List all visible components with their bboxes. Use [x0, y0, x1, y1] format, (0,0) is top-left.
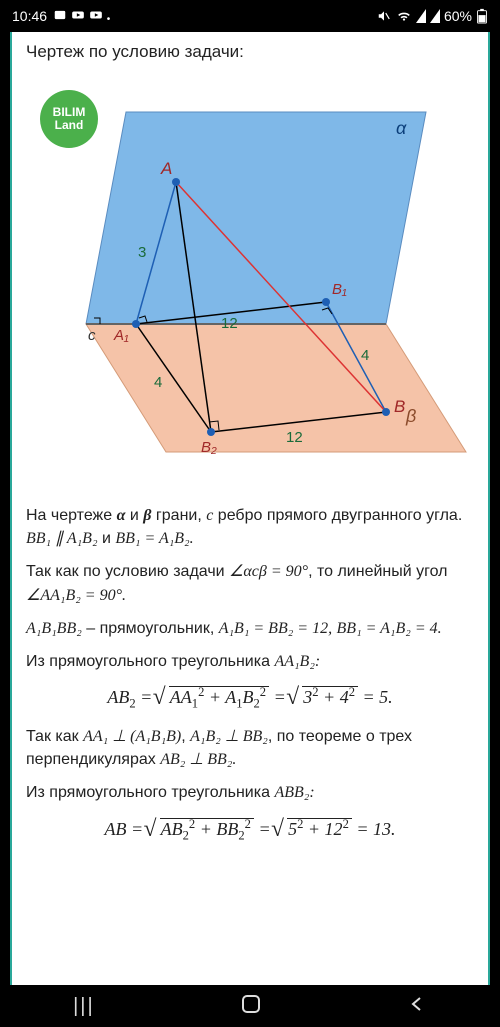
- t: грани,: [151, 507, 206, 524]
- para-5: Так как AA₁ ⊥ (A₁B₁B), A₁B₂ ⊥ BB₂, по те…: [26, 725, 474, 771]
- sym: BB₁ = A₁B₂ = 4.: [337, 620, 442, 637]
- para-4: Из прямоугольного треугольника AA₁B₂:: [26, 650, 474, 673]
- t: , то линейный угол: [308, 563, 447, 580]
- sym: ∥: [51, 530, 67, 547]
- sym: ABB₂:: [274, 784, 314, 801]
- status-time: 10:46: [12, 8, 47, 24]
- sym: AA₁ ⊥ (A₁B₁B): [83, 728, 181, 745]
- sym: ∠AA₁B₂ = 90°.: [26, 587, 126, 604]
- label-4a: 4: [361, 347, 369, 364]
- status-left: 10:46 •: [12, 8, 110, 25]
- para-2: Так как по условию задачи ∠αcβ = 90°, то…: [26, 560, 474, 606]
- t: = 5.: [363, 687, 393, 707]
- android-nav-bar: |||: [0, 985, 500, 1027]
- label-B1: B₁: [332, 281, 347, 298]
- t: и: [98, 530, 116, 547]
- label-4b: 4: [154, 374, 162, 391]
- sym: AA₁B₂:: [274, 653, 320, 670]
- point-B: [382, 408, 390, 416]
- mute-icon: [376, 9, 392, 23]
- recents-button[interactable]: |||: [73, 995, 95, 1018]
- t: Так как: [26, 728, 83, 745]
- t: ребро прямого двугранного угла.: [213, 507, 462, 524]
- t: Из прямоугольного треугольника: [26, 653, 274, 670]
- para-3: A₁B₁BB₂ – прямоугольник, A₁B₁ = BB₂ = 12…: [26, 617, 474, 640]
- back-icon: [407, 994, 427, 1014]
- android-status-bar: 10:46 • 60%: [0, 0, 500, 32]
- t: = 13.: [356, 819, 395, 839]
- para-1: На чертеже α и β грани, c ребро прямого …: [26, 504, 474, 550]
- t: На чертеже: [26, 507, 117, 524]
- explanation-text: На чертеже α и β грани, c ребро прямого …: [26, 504, 474, 844]
- equation-2: AB = AB22 + BB22 = 52 + 122 = 13.: [26, 815, 474, 845]
- label-B: B: [394, 397, 405, 416]
- equation-1: AB2 = AA12 + A1B22 = 32 + 42 = 5.: [26, 683, 474, 713]
- status-right: 60%: [376, 8, 488, 24]
- more-dot: •: [107, 14, 111, 25]
- sym: BB₁: [26, 530, 51, 547]
- sym: A₁B₁ = BB₂ = 12,: [219, 620, 332, 637]
- t: и: [125, 507, 143, 524]
- signal1-icon: [416, 9, 426, 23]
- label-beta: β: [405, 406, 416, 426]
- sym: ∠αcβ = 90°: [229, 563, 308, 580]
- home-icon: [241, 994, 261, 1014]
- geometry-diagram: BILIM Land: [26, 72, 474, 492]
- signal2-icon: [430, 9, 440, 23]
- diagram-svg: α β c A A₁ B₁ B B₂ 3 12 4 4 12: [26, 72, 476, 492]
- point-B2: [207, 428, 215, 436]
- sym: A₁B₁BB₂: [26, 620, 82, 637]
- sym: A₁B₂: [67, 530, 98, 547]
- label-A: A: [160, 159, 172, 178]
- point-A: [172, 178, 180, 186]
- section-heading: Чертеж по условию задачи:: [26, 42, 474, 62]
- label-12b: 12: [286, 429, 303, 446]
- sym: BB₁ = A₁B₂.: [115, 530, 193, 547]
- label-3: 3: [138, 244, 146, 261]
- plane-alpha: [86, 112, 426, 324]
- gallery-icon: [53, 8, 67, 22]
- sym: AB₂ ⊥ BB₂.: [160, 751, 236, 768]
- battery-icon: [476, 8, 488, 24]
- t: Так как по условию задачи: [26, 563, 229, 580]
- t: – прямоугольник,: [82, 620, 219, 637]
- home-button[interactable]: [241, 994, 261, 1019]
- bilim-land-badge: BILIM Land: [40, 90, 98, 148]
- status-notif-icons: •: [53, 8, 110, 25]
- point-B1: [322, 298, 330, 306]
- label-c: c: [88, 327, 96, 344]
- back-button[interactable]: [407, 994, 427, 1019]
- label-alpha: α: [396, 118, 407, 138]
- point-A1: [132, 320, 140, 328]
- play-icon: [89, 8, 103, 22]
- plane-beta: [86, 324, 466, 452]
- para-6: Из прямоугольного треугольника ABB₂:: [26, 781, 474, 804]
- t: Из прямоугольного треугольника: [26, 784, 274, 801]
- label-A1: A₁: [113, 327, 129, 344]
- battery-pct: 60%: [444, 8, 472, 24]
- sym: A₁B₂ ⊥ BB₂: [190, 728, 268, 745]
- wifi-icon: [396, 9, 412, 23]
- label-12a: 12: [221, 315, 238, 332]
- badge-line2: Land: [55, 119, 84, 132]
- document-content: Чертеж по условию задачи: BILIM Land: [10, 32, 490, 985]
- label-B2: B₂: [201, 439, 217, 456]
- youtube-icon: [71, 8, 85, 22]
